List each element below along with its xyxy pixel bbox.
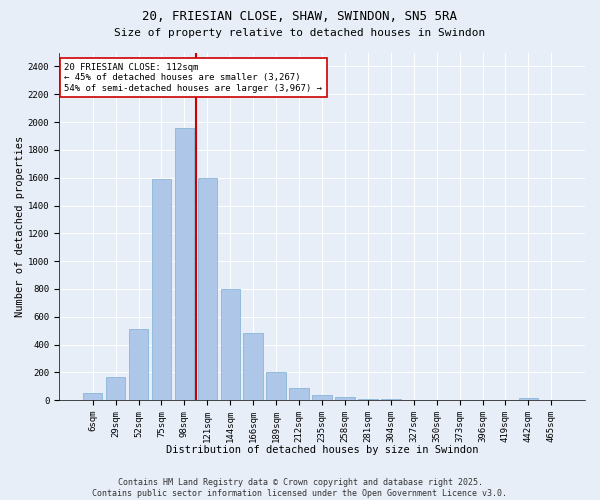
Bar [152, 179, 171, 400]
X-axis label: Distribution of detached houses by size in Swindon: Distribution of detached houses by size … [166, 445, 478, 455]
Bar [335, 398, 355, 400]
Bar [106, 376, 125, 400]
Bar [381, 399, 401, 400]
Bar [289, 388, 309, 400]
Bar [358, 398, 377, 400]
Text: Size of property relative to detached houses in Swindon: Size of property relative to detached ho… [115, 28, 485, 38]
Bar [244, 334, 263, 400]
Bar [175, 128, 194, 400]
Bar [83, 394, 103, 400]
Bar [518, 398, 538, 400]
Bar [129, 330, 148, 400]
Bar [197, 178, 217, 400]
Text: Contains HM Land Registry data © Crown copyright and database right 2025.
Contai: Contains HM Land Registry data © Crown c… [92, 478, 508, 498]
Bar [221, 289, 240, 400]
Y-axis label: Number of detached properties: Number of detached properties [15, 136, 25, 317]
Text: 20 FRIESIAN CLOSE: 112sqm
← 45% of detached houses are smaller (3,267)
54% of se: 20 FRIESIAN CLOSE: 112sqm ← 45% of detac… [64, 63, 322, 92]
Text: 20, FRIESIAN CLOSE, SHAW, SWINDON, SN5 5RA: 20, FRIESIAN CLOSE, SHAW, SWINDON, SN5 5… [143, 10, 458, 23]
Bar [266, 372, 286, 400]
Bar [312, 396, 332, 400]
